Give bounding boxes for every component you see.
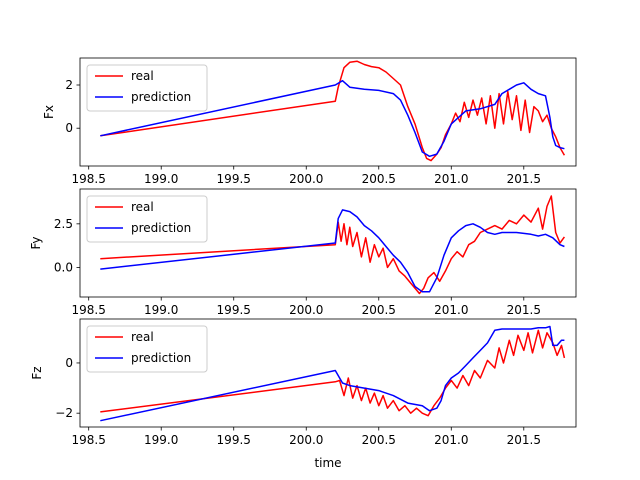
legend-label-real: real	[131, 330, 154, 344]
ticks-layer: 198.5 199.0 199.5 200.0 200.5 201.0 201.5 −2 0	[55, 356, 541, 447]
ticks-layer: 198.5 199.0 199.5 200.0 200.5 201.0 201.5 0.0 2.…	[54, 217, 541, 317]
x-tick-label: 199.5	[217, 303, 251, 317]
legend-label-prediction: prediction	[131, 90, 191, 104]
x-tick-label: 199.5	[217, 172, 251, 186]
y-tick-label: 2	[65, 78, 73, 92]
y-axis-label: Fz	[30, 366, 44, 379]
x-axis-label: time	[314, 456, 341, 470]
x-tick-label: 201.0	[434, 433, 468, 447]
series-line-prediction	[100, 325, 565, 422]
x-tick-label: 198.5	[72, 172, 106, 186]
legend-label-prediction: prediction	[131, 351, 191, 365]
legend-label-real: real	[131, 69, 154, 83]
x-tick-label: 198.5	[72, 433, 106, 447]
x-tick-label: 200.0	[289, 303, 323, 317]
x-tick-label: 201.5	[507, 303, 541, 317]
x-tick-label: 199.0	[144, 172, 178, 186]
x-tick-label: 201.0	[434, 303, 468, 317]
x-tick-label: 199.0	[144, 433, 178, 447]
axes-frame	[79, 188, 577, 298]
x-tick-label: 201.0	[434, 172, 468, 186]
legend: real prediction	[86, 64, 208, 112]
y-tick-label: 0	[65, 356, 73, 370]
x-tick-label: 200.5	[362, 172, 396, 186]
y-tick-label: 0	[65, 121, 73, 135]
y-axis-label: Fx	[42, 105, 56, 119]
x-tick-label: 200.5	[362, 433, 396, 447]
x-tick-label: 200.5	[362, 303, 396, 317]
subplot-fx: 198.5 199.0 199.5 200.0 200.5 201.0 201.5 0 2 Fx…	[42, 57, 577, 186]
axes-frame	[79, 57, 577, 167]
series-line-real	[100, 195, 566, 295]
series-line-prediction	[100, 79, 565, 158]
y-tick-label: −2	[55, 406, 73, 420]
series-layer	[100, 325, 566, 422]
series-line-prediction	[100, 209, 565, 293]
series-line-real	[100, 60, 566, 162]
x-tick-label: 201.5	[507, 433, 541, 447]
x-tick-label: 198.5	[72, 303, 106, 317]
subplot-fy: 198.5 199.0 199.5 200.0 200.5 201.0 201.5 0.0 2.…	[29, 188, 577, 317]
legend: real prediction	[86, 195, 208, 243]
x-tick-label: 199.5	[217, 433, 251, 447]
x-tick-label: 199.0	[144, 303, 178, 317]
x-tick-label: 200.0	[289, 172, 323, 186]
y-axis-label: Fy	[29, 237, 43, 250]
series-layer	[100, 60, 566, 162]
legend: real prediction	[86, 325, 208, 373]
subplot-fz: 198.5 199.0 199.5 200.0 200.5 201.0 201.5 −2 0 F…	[30, 318, 577, 447]
series-layer	[100, 195, 566, 295]
x-tick-label: 200.0	[289, 433, 323, 447]
legend-label-real: real	[131, 200, 154, 214]
ticks-layer: 198.5 199.0 199.5 200.0 200.5 201.0 201.5 0 2	[65, 78, 541, 186]
y-tick-label: 0.0	[54, 260, 73, 274]
y-tick-label: 2.5	[54, 217, 73, 231]
x-tick-label: 201.5	[507, 172, 541, 186]
legend-label-prediction: prediction	[131, 221, 191, 235]
axes-frame	[79, 318, 577, 428]
